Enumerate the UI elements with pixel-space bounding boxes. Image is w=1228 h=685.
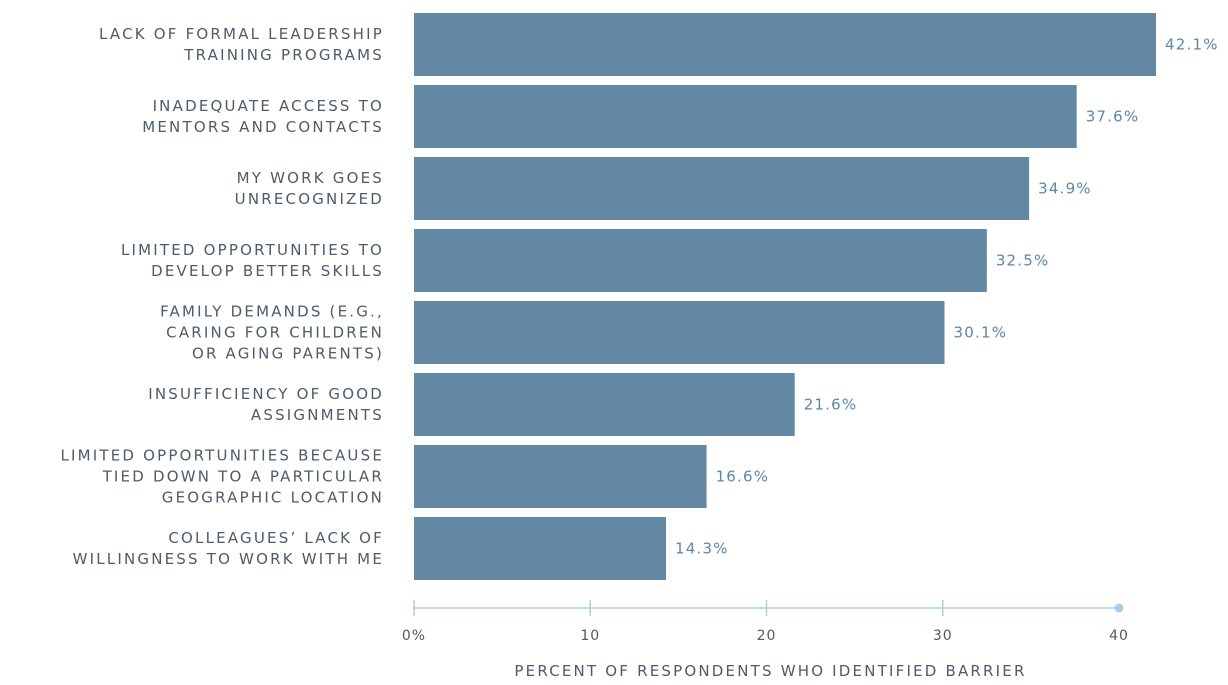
bar (414, 373, 795, 436)
bar-value-label: 30.1% (954, 324, 1008, 342)
category-label-line: TRAINING PROGRAMS (183, 46, 384, 64)
category-label-line: WILLINGNESS TO WORK WITH ME (73, 550, 384, 568)
category-label-line: TIED DOWN TO A PARTICULAR (102, 468, 384, 486)
bars-layer (414, 13, 1157, 580)
x-tick-label: 40 (1109, 628, 1129, 644)
category-label-line: INSUFFICIENCY OF GOOD (148, 385, 384, 403)
category-label-line: MENTORS AND CONTACTS (142, 118, 384, 136)
category-label: INADEQUATE ACCESS TO MENTORS AND CONTACTS (142, 97, 384, 136)
category-label: FAMILY DEMANDS (E.G., CARING FOR CHILDREN… (160, 303, 384, 363)
x-tick-label: 10 (580, 628, 600, 644)
bar (414, 517, 667, 580)
category-label-line: INADEQUATE ACCESS TO (153, 97, 384, 115)
category-label: MY WORK GOES UNRECOGNIZED (235, 169, 384, 208)
bar (414, 301, 945, 364)
category-label-line: OR AGING PARENTS) (192, 345, 384, 363)
bar (414, 445, 707, 508)
category-label-line: ASSIGNMENTS (251, 406, 384, 424)
bar-value-label: 14.3% (675, 540, 729, 558)
bar-value-label: 32.5% (996, 252, 1050, 270)
category-label-line: DEVELOP BETTER SKILLS (151, 262, 384, 280)
category-label: INSUFFICIENCY OF GOOD ASSIGNMENTS (148, 385, 384, 424)
category-label: COLLEAGUES’ LACK OF WILLINGNESS TO WORK W… (73, 529, 384, 568)
category-label-line: LIMITED OPPORTUNITIES TO (121, 241, 384, 259)
bar (414, 229, 987, 292)
category-label-line: MY WORK GOES (237, 169, 384, 187)
category-label: LIMITED OPPORTUNITIES TO DEVELOP BETTER S… (121, 241, 384, 280)
category-label-line: COLLEAGUES’ LACK OF (168, 529, 384, 547)
category-label-line: FAMILY DEMANDS (E.G., (160, 303, 384, 321)
category-label: LIMITED OPPORTUNITIES BECAUSE TIED DOWN T… (60, 447, 384, 507)
bar (414, 157, 1030, 220)
category-label-line: CARING FOR CHILDREN (166, 324, 384, 342)
x-tick-label: 0% (402, 628, 426, 644)
bar-value-label: 42.1% (1165, 36, 1219, 54)
category-labels-layer: LACK OF FORMAL LEADERSHIP TRAINING PROGRA… (60, 25, 384, 568)
x-tick-label: 30 (933, 628, 953, 644)
x-tick-label: 20 (757, 628, 777, 644)
x-axis-title: PERCENT OF RESPONDENTS WHO IDENTIFIED BA… (514, 662, 1026, 680)
bar (414, 13, 1157, 76)
category-label-line: GEOGRAPHIC LOCATION (162, 489, 384, 507)
bar (414, 85, 1077, 148)
category-label-line: LACK OF FORMAL LEADERSHIP (99, 25, 384, 43)
bar-value-label: 21.6% (804, 396, 858, 414)
category-label-line: UNRECOGNIZED (235, 190, 384, 208)
bar-value-label: 37.6% (1086, 108, 1140, 126)
category-label-line: LIMITED OPPORTUNITIES BECAUSE (60, 447, 384, 465)
bar-value-label: 16.6% (716, 468, 770, 486)
bar-value-label: 34.9% (1038, 180, 1092, 198)
category-label: LACK OF FORMAL LEADERSHIP TRAINING PROGRA… (99, 25, 384, 64)
x-axis: 0% 10 20 30 40 (402, 600, 1129, 644)
x-axis-end-dot (1114, 603, 1124, 613)
value-labels-layer: 42.1% 37.6% 34.9% 32.5% 30.1% 21.6% 16.6% 14.3% (675, 36, 1219, 558)
